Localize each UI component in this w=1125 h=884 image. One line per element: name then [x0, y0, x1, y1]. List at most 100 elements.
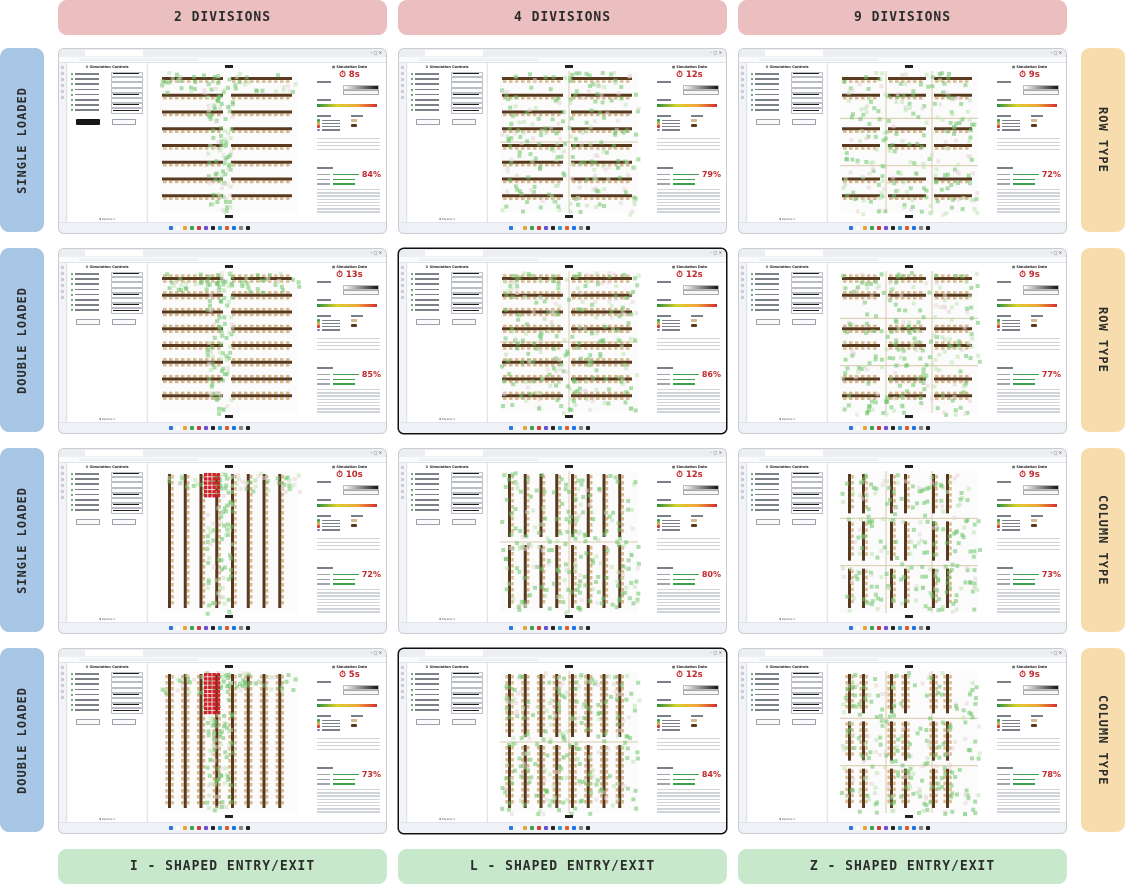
sidebar-icon[interactable] — [401, 72, 404, 75]
sidebar-icon[interactable] — [401, 496, 404, 499]
control-row[interactable] — [411, 92, 483, 98]
sidebar-icon[interactable] — [741, 490, 744, 493]
control-select[interactable] — [791, 477, 823, 483]
control-select[interactable] — [111, 698, 143, 704]
sidebar-icon[interactable] — [61, 284, 64, 287]
sidebar-icon[interactable] — [741, 66, 744, 69]
control-row[interactable] — [71, 672, 143, 678]
control-select[interactable] — [451, 292, 483, 298]
taskbar-app-icon[interactable] — [586, 626, 590, 630]
taskbar-app-icon[interactable] — [912, 626, 916, 630]
control-select[interactable] — [451, 303, 483, 309]
taskbar-app-icon[interactable] — [169, 226, 173, 230]
taskbar-app-icon[interactable] — [537, 626, 541, 630]
taskbar-app-icon[interactable] — [246, 626, 250, 630]
control-select[interactable] — [451, 287, 483, 293]
control-select[interactable] — [111, 303, 143, 309]
taskbar-app-icon[interactable] — [856, 226, 860, 230]
control-select[interactable] — [111, 277, 143, 283]
control-row[interactable] — [411, 508, 483, 514]
sidebar-icon[interactable] — [741, 472, 744, 475]
taskbar-app-icon[interactable] — [877, 226, 881, 230]
control-row[interactable] — [751, 287, 823, 293]
taskbar-app-icon[interactable] — [884, 626, 888, 630]
control-select[interactable] — [451, 308, 483, 314]
control-select[interactable] — [791, 92, 823, 98]
control-row[interactable] — [71, 498, 143, 504]
control-row[interactable] — [71, 477, 143, 483]
taskbar-app-icon[interactable] — [558, 426, 562, 430]
taskbar-app-icon[interactable] — [870, 426, 874, 430]
window-controls[interactable]: – □ ✕ — [1050, 450, 1062, 455]
url-field[interactable] — [759, 58, 879, 61]
sidebar-icon[interactable] — [61, 690, 64, 693]
taskbar-app-icon[interactable] — [919, 426, 923, 430]
taskbar-app-icon[interactable] — [183, 626, 187, 630]
reset-button[interactable] — [112, 319, 136, 325]
sidebar-icon[interactable] — [61, 84, 64, 87]
control-slider[interactable] — [793, 509, 819, 511]
control-row[interactable] — [751, 87, 823, 93]
taskbar-app-icon[interactable] — [849, 426, 853, 430]
control-slider[interactable] — [113, 709, 139, 711]
taskbar-app-icon[interactable] — [246, 426, 250, 430]
control-row[interactable] — [411, 487, 483, 493]
sidebar-icon[interactable] — [61, 478, 64, 481]
reset-button[interactable] — [792, 319, 816, 325]
window-controls[interactable]: – □ ✕ — [370, 50, 382, 55]
window-controls[interactable]: – □ ✕ — [710, 450, 722, 455]
sidebar-icon[interactable] — [401, 290, 404, 293]
control-slider[interactable] — [453, 294, 479, 296]
control-select[interactable] — [791, 482, 823, 488]
control-select[interactable] — [111, 682, 143, 688]
clear-heat-map-button[interactable] — [1023, 490, 1059, 495]
sidebar-icon[interactable] — [741, 272, 744, 275]
control-slider[interactable] — [453, 94, 479, 96]
sidebar-icon[interactable] — [61, 672, 64, 675]
taskbar-app-icon[interactable] — [572, 226, 576, 230]
control-select[interactable] — [451, 508, 483, 514]
control-row[interactable] — [751, 298, 823, 304]
control-select[interactable] — [111, 292, 143, 298]
control-slider[interactable] — [113, 294, 139, 296]
control-select[interactable] — [111, 672, 143, 678]
taskbar-app-icon[interactable] — [586, 226, 590, 230]
control-slider[interactable] — [113, 473, 139, 475]
sidebar-icon[interactable] — [741, 496, 744, 499]
control-row[interactable] — [751, 482, 823, 488]
control-select[interactable] — [451, 487, 483, 493]
taskbar-app-icon[interactable] — [926, 226, 930, 230]
control-select[interactable] — [791, 282, 823, 288]
sidebar-icon[interactable] — [741, 90, 744, 93]
control-row[interactable] — [411, 287, 483, 293]
explorer-toggle[interactable]: ▼ Explorer ▾ — [779, 418, 795, 421]
control-slider[interactable] — [113, 673, 139, 675]
control-slider[interactable] — [793, 273, 819, 275]
taskbar-app-icon[interactable] — [530, 226, 534, 230]
control-select[interactable] — [791, 503, 823, 509]
control-row[interactable] — [71, 272, 143, 278]
control-row[interactable] — [71, 287, 143, 293]
control-select[interactable] — [791, 82, 823, 88]
sidebar-icon[interactable] — [61, 90, 64, 93]
sidebar-icon[interactable] — [741, 266, 744, 269]
control-row[interactable] — [71, 98, 143, 104]
url-field[interactable] — [79, 658, 199, 661]
control-select[interactable] — [451, 477, 483, 483]
sidebar-icon[interactable] — [401, 96, 404, 99]
control-select[interactable] — [791, 498, 823, 504]
taskbar-app-icon[interactable] — [204, 626, 208, 630]
taskbar-app-icon[interactable] — [537, 226, 541, 230]
control-row[interactable] — [411, 482, 483, 488]
control-row[interactable] — [411, 277, 483, 283]
sidebar-icon[interactable] — [741, 290, 744, 293]
taskbar-app-icon[interactable] — [905, 426, 909, 430]
browser-tab[interactable] — [85, 50, 143, 56]
control-row[interactable] — [71, 682, 143, 688]
url-field[interactable] — [419, 458, 539, 461]
control-row[interactable] — [71, 308, 143, 314]
control-select[interactable] — [791, 292, 823, 298]
taskbar-app-icon[interactable] — [558, 626, 562, 630]
taskbar-app-icon[interactable] — [523, 226, 527, 230]
sidebar-icon[interactable] — [741, 296, 744, 299]
